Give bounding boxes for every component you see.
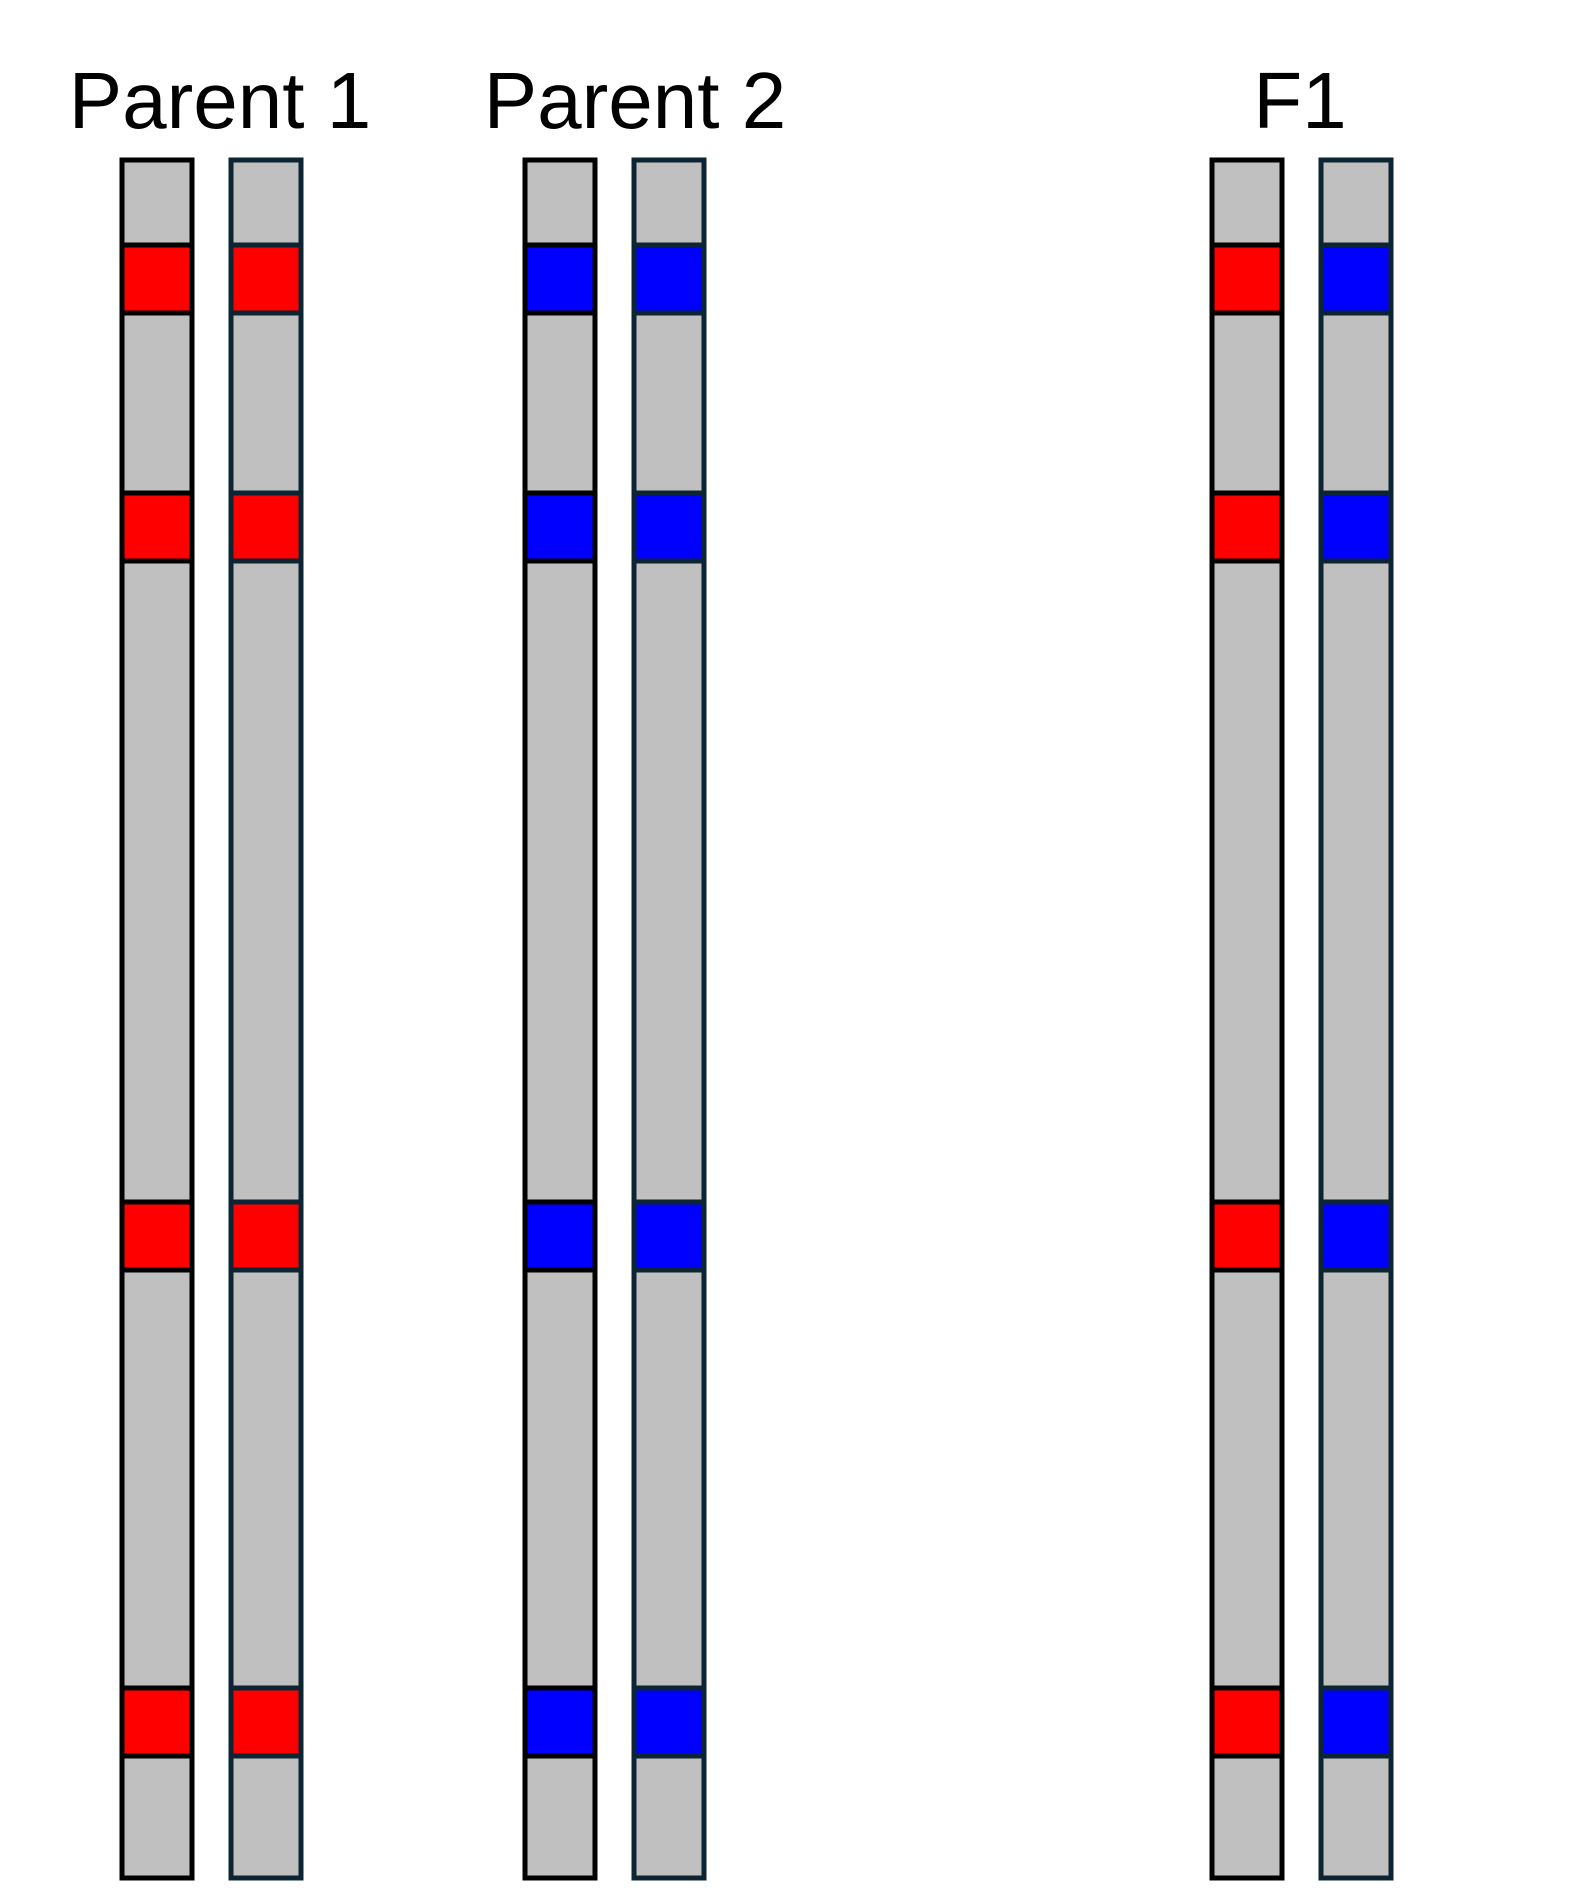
marker-band-blue [631, 1199, 707, 1273]
marker-band-blue [631, 242, 707, 316]
marker-band-blue [631, 1685, 707, 1759]
chromosome-1-2 [231, 160, 301, 1878]
group-label-parent-1: Parent 1 [68, 56, 372, 145]
marker-band-red [119, 1199, 195, 1273]
chromosome-outline [522, 157, 598, 1881]
group-label-parent-2: Parent 2 [483, 56, 787, 145]
marker-band-red [1209, 1199, 1285, 1273]
marker-band-blue [522, 1685, 598, 1759]
marker-band-blue [522, 242, 598, 316]
marker-band-blue [1318, 1685, 1394, 1759]
marker-band-blue [1318, 490, 1394, 564]
marker-band-blue [1318, 1199, 1394, 1273]
chromosome-outline [119, 157, 195, 1881]
marker-band-red [228, 490, 304, 564]
marker-band-red [1209, 1685, 1285, 1759]
marker-band-blue [631, 490, 707, 564]
chromosome-3-2 [1321, 160, 1391, 1878]
chromosome-1-1 [122, 160, 192, 1878]
marker-band-blue [522, 490, 598, 564]
marker-band-red [1209, 490, 1285, 564]
chromosome-3-1 [1212, 160, 1282, 1878]
marker-band-blue [1318, 242, 1394, 316]
marker-band-red [119, 490, 195, 564]
marker-band-red [228, 242, 304, 316]
chromosome-outline [228, 157, 304, 1881]
chromosome-outline [1209, 157, 1285, 1881]
chromosome-outline [631, 157, 707, 1881]
marker-band-red [228, 1199, 304, 1273]
chromosome-outline [1318, 157, 1394, 1881]
group-label-f1: F1 [1253, 56, 1347, 145]
marker-band-blue [522, 1199, 598, 1273]
chromosome-2-2 [634, 160, 704, 1878]
marker-band-red [119, 242, 195, 316]
marker-band-red [228, 1685, 304, 1759]
chromosome-2-1 [525, 160, 595, 1878]
marker-band-red [1209, 242, 1285, 316]
marker-band-red [119, 1685, 195, 1759]
